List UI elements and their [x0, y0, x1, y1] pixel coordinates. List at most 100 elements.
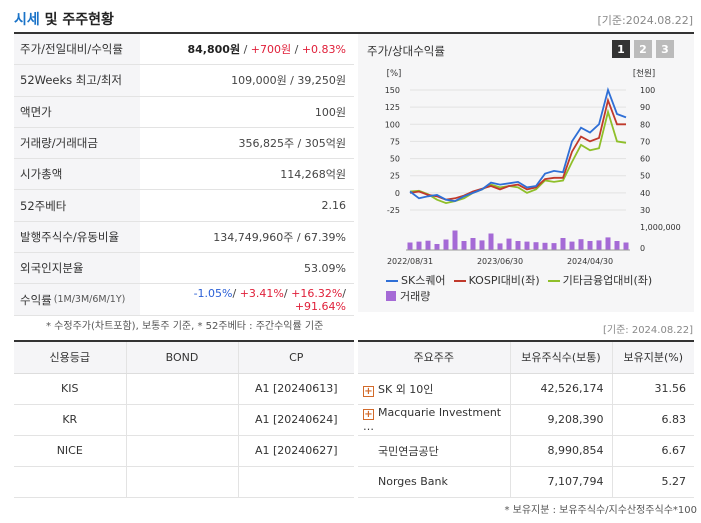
legend-kospi-label: KOSPI대비(좌) — [468, 274, 540, 287]
left-tick-label: 25 — [390, 172, 400, 181]
info-row-volume: 거래량/거래대금 356,825주 / 305억원 — [14, 127, 354, 160]
credit-agency — [14, 466, 126, 498]
price-value: 84,800원 / +700원 / +0.83% — [187, 43, 347, 57]
return-label: 수익률 (1M/3M/6M/1Y) — [14, 284, 140, 315]
volume-bar — [614, 241, 620, 250]
sk-square-line — [409, 87, 627, 203]
expand-icon[interactable]: + — [363, 385, 374, 397]
legend-sector-label: 기타금융업대비(좌) — [562, 274, 653, 287]
info-row-shares: 발행주식수/유동비율 134,749,960주 / 67.39% — [14, 221, 354, 254]
left-tick-label: 125 — [385, 103, 400, 112]
credit-header-bond: BOND — [125, 340, 238, 374]
shares-value: 134,749,960주 / 67.39% — [213, 230, 346, 244]
week52-label: 52Weeks 최고/최저 — [14, 65, 140, 96]
return-1y: +91.64% — [294, 299, 346, 313]
return-label-text: 수익률 — [20, 292, 52, 307]
volume-bar — [569, 241, 575, 250]
credit-header-row: 신용등급 BOND CP — [14, 340, 354, 374]
volume-value: 356,825주 / 305억원 — [238, 137, 346, 151]
info-row-mcap: 시가총액 114,268억원 — [14, 159, 354, 191]
return-3m: +3.41% — [239, 286, 284, 300]
return-label-sub: (1M/3M/6M/1Y) — [53, 294, 126, 306]
volume-tick-zero: 0 — [640, 244, 645, 253]
credit-bond — [125, 466, 238, 498]
holder-pct: 6.83 — [611, 404, 694, 436]
info-row-52week: 52Weeks 최고/최저 109,000원 / 39,250원 — [14, 65, 354, 97]
volume-bar — [425, 240, 431, 250]
legend-swatch-volume — [386, 291, 396, 301]
volume-bar — [470, 238, 476, 250]
chart-page-3-button[interactable]: 3 — [656, 40, 674, 58]
right-axis-unit: [천원] — [633, 68, 655, 79]
holder-name: 국민연금공단 — [358, 435, 510, 467]
volume-bar — [623, 242, 629, 250]
mcap-value: 114,268억원 — [280, 168, 346, 182]
right-tick-label: 50 — [640, 172, 650, 181]
table-row: 국민연금공단 8,990,854 6.67 — [358, 435, 694, 467]
legend-sector: 기타금융업대비(좌) — [547, 274, 653, 287]
sep: / — [232, 286, 237, 300]
holder-name: Norges Bank — [358, 466, 510, 498]
legend-volume-row: 거래량 — [386, 289, 660, 305]
x-tick-label: 2023/06/30 — [477, 257, 523, 266]
chart-page-2-button[interactable]: 2 — [634, 40, 652, 58]
chart-page-1-button[interactable]: 1 — [612, 40, 630, 58]
right-tick-label: 80 — [640, 120, 650, 129]
volume-bar — [515, 241, 521, 250]
beta-label: 52주베타 — [14, 190, 140, 221]
right-tick-label: 40 — [640, 189, 650, 198]
credit-agency: KIS — [14, 373, 126, 405]
left-tick-label: 150 — [385, 86, 400, 95]
credit-cp: A1 [20240613] — [237, 373, 354, 405]
credit-bond — [125, 373, 238, 405]
volume-bar — [443, 239, 449, 250]
left-tick-label: 100 — [385, 120, 400, 129]
chart-grid — [410, 89, 626, 211]
credit-bond — [125, 435, 238, 467]
legend-volume-label: 거래량 — [400, 290, 431, 303]
right-tick-label: 30 — [640, 206, 650, 215]
credit-cp — [237, 466, 354, 498]
holders-note: * 보유지분 : 보유주식수/지수산정주식수*100 — [504, 505, 697, 516]
volume-bar — [542, 242, 548, 250]
holder-name: + SK 외 10인 — [358, 373, 510, 405]
table-row: NICE A1 [20240627] — [14, 435, 354, 467]
credit-agency: KR — [14, 404, 126, 436]
credit-cp: A1 [20240627] — [237, 435, 354, 467]
left-tick-label: -25 — [387, 206, 400, 215]
holder-name-text: Macquarie Investment … — [363, 406, 502, 433]
holders-header-name: 주요주주 — [358, 340, 510, 374]
legend-swatch-sk — [386, 280, 398, 282]
foreign-label: 외국인지분율 — [14, 253, 140, 284]
title-rest: 및 주주현황 — [39, 12, 114, 28]
major-holders-table: 주요주주 보유주식수(보통) 보유지분(%) + SK 외 10인 42,526,… — [358, 340, 694, 498]
price-note: * 수정주가(차트포함), 보통주 기준, * 52주베타 : 주간수익률 기준 — [46, 321, 324, 332]
holders-header-pct: 보유지분(%) — [611, 340, 694, 374]
left-tick-label: 0 — [395, 189, 400, 198]
legend-kospi: KOSPI대비(좌) — [453, 274, 540, 287]
x-tick-label: 2022/08/31 — [387, 257, 433, 266]
holders-asof: [기준: 2024.08.22] — [602, 325, 693, 336]
sector-relative-line — [409, 108, 627, 205]
legend-line-row: SK스퀘어 KOSPI대비(좌) 기타금융업대비(좌) — [386, 273, 660, 289]
info-row-beta: 52주베타 2.16 — [14, 190, 354, 222]
table-row — [14, 466, 354, 498]
return-1m: -1.05% — [193, 286, 233, 300]
volume-label: 거래량/거래대금 — [14, 127, 140, 159]
table-row: + Macquarie Investment … 9,208,390 6.83 — [358, 404, 694, 436]
credit-header-cp: CP — [237, 340, 354, 374]
info-row-par: 액면가 100원 — [14, 96, 354, 128]
info-row-foreign: 외국인지분율 53.09% — [14, 253, 354, 285]
top-divider — [14, 32, 694, 34]
holder-name: + Macquarie Investment … — [358, 404, 510, 436]
volume-bar — [524, 241, 530, 250]
expand-icon[interactable]: + — [363, 409, 374, 420]
table-row: Norges Bank 7,107,794 5.27 — [358, 466, 694, 498]
return-6m: +16.32% — [291, 286, 343, 300]
left-axis-unit: [%] — [387, 69, 402, 79]
holder-shares: 42,526,174 — [509, 373, 612, 405]
table-row: KR A1 [20240624] — [14, 404, 354, 436]
credit-bond — [125, 404, 238, 436]
holder-shares: 7,107,794 — [509, 466, 612, 498]
left-axis-ticks: 150 125 100 75 50 25 0 -25 — [385, 86, 400, 215]
